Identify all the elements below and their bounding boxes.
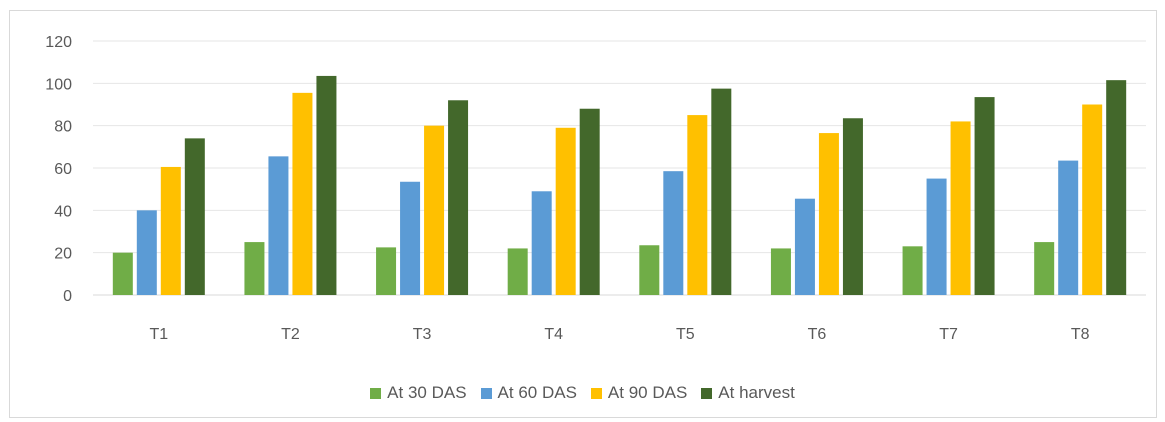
bar-t6-series-4 — [842, 118, 863, 295]
bar-t2-series-4 — [316, 75, 337, 295]
legend: At 30 DAS At 60 DAS At 90 DAS At harvest — [0, 383, 1165, 403]
legend-item: At 90 DAS — [590, 383, 688, 403]
bar-t4-series-1 — [507, 248, 528, 295]
legend-swatch — [480, 387, 492, 399]
legend-swatch — [370, 387, 382, 399]
x-tick-label: T3 — [413, 326, 432, 343]
y-tick-label: 100 — [45, 76, 72, 93]
legend-swatch — [590, 387, 602, 399]
bar-t8-series-4 — [1106, 80, 1127, 296]
x-tick-label: T6 — [808, 326, 827, 343]
legend-swatch — [701, 387, 713, 399]
y-axis-ticks: 0 20 40 60 80 100 120 — [45, 34, 72, 305]
bar-t7-series-2 — [926, 178, 947, 295]
bar-t4-series-3 — [555, 127, 576, 296]
bar-t3-series-2 — [400, 181, 421, 295]
x-tick-label: T7 — [939, 326, 958, 343]
bar-t1-series-1 — [112, 252, 133, 295]
legend-label: At harvest — [718, 383, 795, 402]
bar-t4-series-4 — [579, 108, 600, 295]
bar-t2-series-2 — [268, 156, 289, 295]
legend-label: At 60 DAS — [497, 383, 577, 402]
bar-t5-series-1 — [639, 245, 660, 295]
x-tick-label: T2 — [281, 326, 300, 343]
bar-t5-series-2 — [663, 171, 684, 295]
bar-t5-series-3 — [687, 115, 708, 295]
x-tick-label: T4 — [544, 326, 563, 343]
legend-item: At 60 DAS — [480, 383, 577, 403]
bar-t8-series-1 — [1034, 242, 1055, 295]
bar-t8-series-3 — [1082, 104, 1103, 295]
bar-t2-series-1 — [244, 242, 265, 295]
bar-t4-series-2 — [531, 191, 552, 295]
bar-t1-series-4 — [184, 138, 205, 295]
bar-t7-series-4 — [974, 97, 995, 295]
bar-t3-series-1 — [376, 247, 397, 295]
y-tick-label: 0 — [63, 288, 72, 305]
y-tick-label: 60 — [54, 161, 72, 178]
bar-t1-series-2 — [136, 210, 157, 295]
legend-label: At 30 DAS — [387, 383, 467, 402]
bars — [112, 75, 1127, 296]
x-tick-label: T5 — [676, 326, 695, 343]
bar-t2-series-3 — [292, 92, 313, 295]
y-tick-label: 40 — [54, 203, 72, 220]
x-axis-ticks: T1 T2 T3 T4 T5 T6 T7 T8 — [149, 326, 1089, 343]
bar-t3-series-3 — [424, 125, 445, 296]
bar-t7-series-1 — [902, 246, 923, 295]
bar-t6-series-1 — [770, 248, 791, 295]
bar-t6-series-3 — [818, 133, 839, 295]
bar-chart: 0 20 40 60 80 100 120 T1 T2 T3 T4 T5 T6 T7 T8 — [45, 34, 1146, 343]
legend-item: At 30 DAS — [370, 383, 467, 403]
legend-label: At 90 DAS — [607, 383, 688, 402]
bar-t3-series-4 — [448, 100, 469, 296]
y-tick-label: 120 — [45, 34, 72, 51]
x-tick-label: T8 — [1071, 326, 1090, 343]
x-tick-label: T1 — [149, 326, 168, 343]
legend-item: At harvest — [701, 383, 795, 403]
bar-t8-series-2 — [1058, 160, 1079, 295]
bar-t7-series-3 — [950, 121, 971, 295]
y-tick-label: 20 — [54, 246, 72, 263]
bar-t6-series-2 — [794, 198, 815, 295]
bar-t5-series-4 — [711, 88, 732, 295]
y-tick-label: 80 — [54, 119, 72, 136]
bar-t1-series-3 — [160, 166, 181, 295]
